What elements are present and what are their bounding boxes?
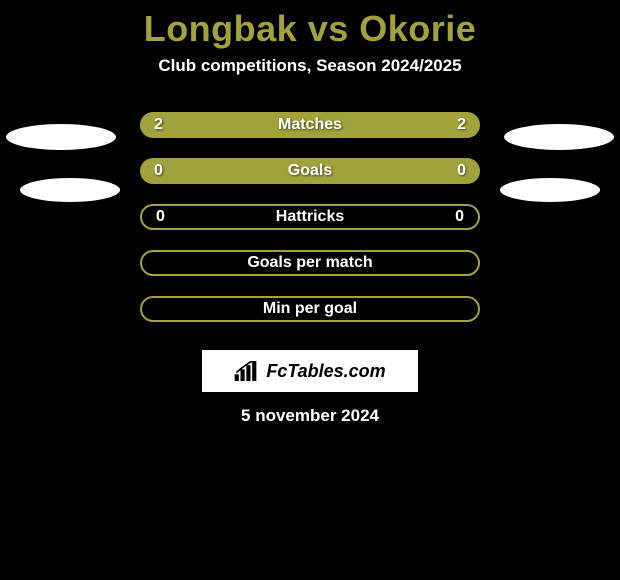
stat-value-right: 2 xyxy=(457,116,466,134)
chart-icon xyxy=(234,361,262,381)
stat-bar: Min per goal xyxy=(140,296,480,322)
stat-label: Goals per match xyxy=(247,254,372,272)
stat-bar: Hattricks 0 0 xyxy=(140,204,480,230)
stat-row: Goals 0 0 xyxy=(0,148,620,194)
stat-row: Matches 2 2 xyxy=(0,102,620,148)
date-label: 5 november 2024 xyxy=(0,406,620,426)
stat-value-left: 2 xyxy=(154,116,163,134)
stat-value-right: 0 xyxy=(457,162,466,180)
stat-bar: Matches 2 2 xyxy=(140,112,480,138)
logo-text: FcTables.com xyxy=(266,361,385,382)
stat-bar: Goals 0 0 xyxy=(140,158,480,184)
stat-row: Min per goal xyxy=(0,286,620,332)
stat-bar: Goals per match xyxy=(140,250,480,276)
stat-value-right: 0 xyxy=(455,208,464,226)
stat-label: Min per goal xyxy=(263,300,357,318)
stat-value-left: 0 xyxy=(156,208,165,226)
site-logo[interactable]: FcTables.com xyxy=(202,350,418,392)
stat-label: Matches xyxy=(278,116,342,134)
page-title: Longbak vs Okorie xyxy=(0,0,620,56)
stats-container: Matches 2 2 Goals 0 0 Hattricks 0 0 Goals per mat… xyxy=(0,102,620,332)
stat-value-left: 0 xyxy=(154,162,163,180)
stat-row: Goals per match xyxy=(0,240,620,286)
stat-row: Hattricks 0 0 xyxy=(0,194,620,240)
page-subtitle: Club competitions, Season 2024/2025 xyxy=(0,56,620,102)
stat-label: Goals xyxy=(288,162,332,180)
stat-label: Hattricks xyxy=(276,208,344,226)
